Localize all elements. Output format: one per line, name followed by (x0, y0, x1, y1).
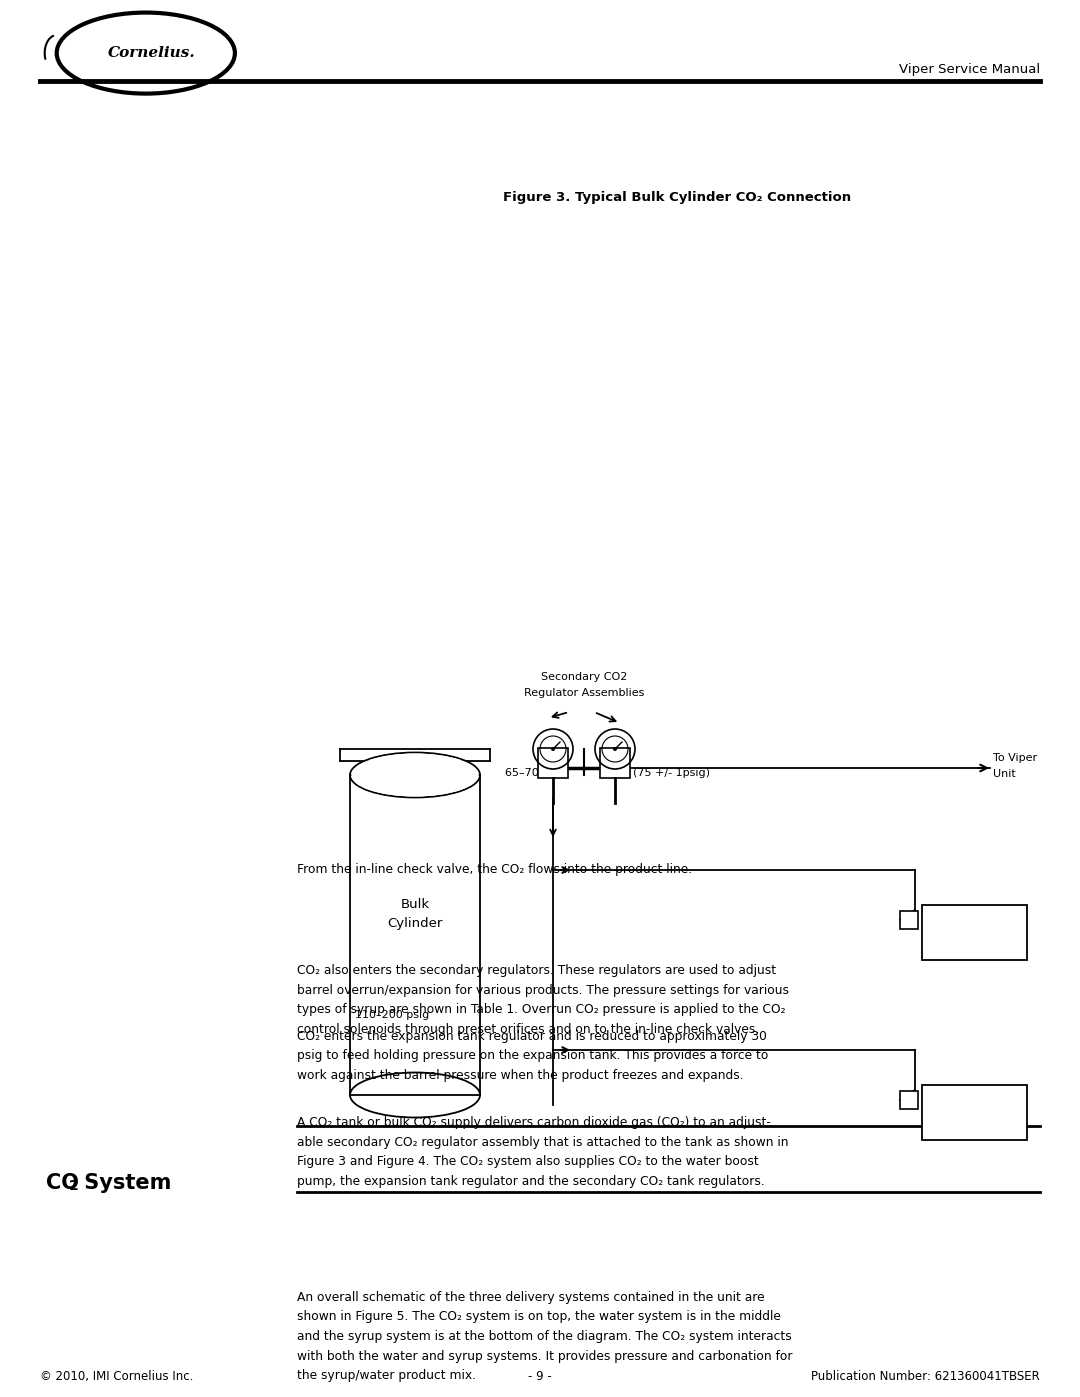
Text: A CO₂ tank or bulk CO₂ supply delivers carbon dioxide gas (CO₂) to an adjust-: A CO₂ tank or bulk CO₂ supply delivers c… (297, 1116, 771, 1129)
Text: 110–200 psig: 110–200 psig (355, 1010, 429, 1020)
Text: System: System (78, 1173, 172, 1193)
Text: work against the barrel pressure when the product freezes and expands.: work against the barrel pressure when th… (297, 1069, 744, 1081)
Text: Figure 3. Typical Bulk Cylinder CO₂ Connection: Figure 3. Typical Bulk Cylinder CO₂ Conn… (503, 191, 851, 204)
Text: An overall schematic of the three delivery systems contained in the unit are: An overall schematic of the three delive… (297, 1291, 765, 1303)
Text: the syrup/water product mix.: the syrup/water product mix. (297, 1369, 476, 1382)
Bar (922, 905, 1027, 960)
Text: (75 +/- 1psig): (75 +/- 1psig) (633, 768, 710, 778)
Text: 2: 2 (68, 1179, 78, 1193)
Bar (538, 747, 568, 778)
Text: psig to feed holding pressure on the expansion tank. This provides a force to: psig to feed holding pressure on the exp… (297, 1049, 768, 1062)
Bar (922, 1085, 1027, 1140)
Ellipse shape (351, 753, 478, 796)
Text: pump, the expansion tank regulator and the secondary CO₂ tank regulators.: pump, the expansion tank regulator and t… (297, 1175, 765, 1187)
Text: Cornelius.: Cornelius. (107, 46, 195, 60)
Text: able secondary CO₂ regulator assembly that is attached to the tank as shown in: able secondary CO₂ regulator assembly th… (297, 1136, 788, 1148)
Text: Bulk: Bulk (401, 898, 430, 911)
Text: barrel overrun/expansion for various products. The pressure settings for various: barrel overrun/expansion for various pro… (297, 983, 789, 996)
Text: Regulator Assemblies: Regulator Assemblies (524, 687, 644, 698)
Text: control solenoids through preset orifices and on to the in-line check valves.: control solenoids through preset orifice… (297, 1023, 759, 1035)
Text: 65–70 psig: 65–70 psig (505, 768, 565, 778)
Text: types of syrup are shown in Table 1. Overrun CO₂ pressure is applied to the CO₂: types of syrup are shown in Table 1. Ove… (297, 1003, 785, 1016)
Text: - 9 -: - 9 - (528, 1369, 552, 1383)
Text: Viper Service Manual: Viper Service Manual (899, 63, 1040, 77)
Text: Publication Number: 621360041TBSER: Publication Number: 621360041TBSER (811, 1369, 1040, 1383)
Text: Figure 3 and Figure 4. The CO₂ system also supplies CO₂ to the water boost: Figure 3 and Figure 4. The CO₂ system al… (297, 1155, 759, 1168)
Text: From the in-line check valve, the CO₂ flows into the product line.: From the in-line check valve, the CO₂ fl… (297, 863, 692, 876)
Bar (900, 911, 918, 929)
Text: Bag in Box: Bag in Box (945, 928, 1004, 937)
Text: shown in Figure 5. The CO₂ system is on top, the water system is in the middle: shown in Figure 5. The CO₂ system is on … (297, 1310, 781, 1323)
Bar (600, 747, 630, 778)
Text: CO: CO (46, 1173, 79, 1193)
Text: Secondary CO2: Secondary CO2 (541, 672, 627, 682)
Text: with both the water and syrup systems. It provides pressure and carbonation for: with both the water and syrup systems. I… (297, 1350, 793, 1362)
Text: © 2010, IMI Cornelius Inc.: © 2010, IMI Cornelius Inc. (40, 1369, 193, 1383)
Bar (900, 1091, 918, 1109)
Text: CO₂ enters the expansion tank regulator and is reduced to approximately 30: CO₂ enters the expansion tank regulator … (297, 1030, 767, 1042)
Circle shape (551, 747, 555, 752)
Text: Cylinder: Cylinder (388, 916, 443, 929)
Circle shape (613, 747, 617, 752)
Text: To Viper: To Viper (993, 753, 1037, 763)
Text: and the syrup system is at the bottom of the diagram. The CO₂ system interacts: and the syrup system is at the bottom of… (297, 1330, 792, 1343)
Text: Bag in Box: Bag in Box (945, 1108, 1004, 1118)
Bar (350, 775, 480, 1095)
Text: CO₂ also enters the secondary regulators. These regulators are used to adjust: CO₂ also enters the secondary regulators… (297, 964, 777, 977)
Text: Unit: Unit (993, 768, 1016, 780)
